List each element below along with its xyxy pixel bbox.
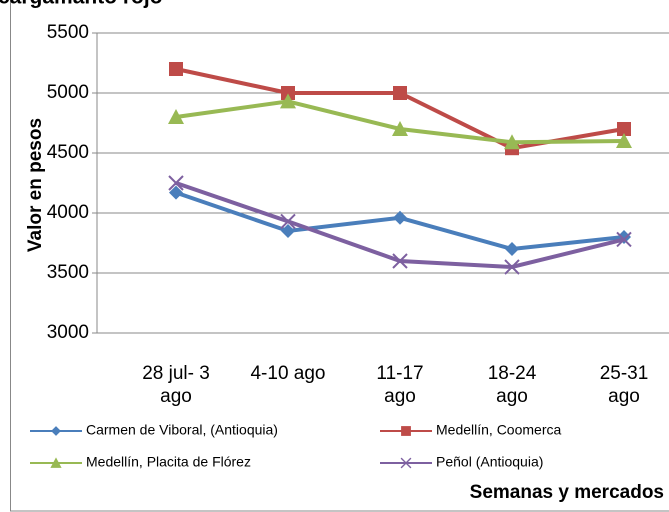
y-tick-label: 5000 [47,82,89,103]
y-tick-label: 3500 [47,262,89,283]
marker [616,133,632,148]
legend-label: Carmen de Viboral, (Antioquia) [86,422,278,438]
x-axis-title: Semanas y mercados [470,482,664,503]
marker [169,62,183,76]
marker [504,134,520,150]
marker [617,122,631,136]
marker [393,210,407,225]
legend-label: Peñol (Antioquia) [436,454,543,470]
marker [169,185,183,200]
marker [392,121,408,136]
x-tick-label: 18-24 ago [487,363,537,407]
x-tick-label: 25-31 ago [599,363,649,407]
marker [280,93,296,109]
marker [280,213,296,230]
y-tick-label: 3000 [47,322,89,343]
y-axis-title: Valor en pesos [25,118,46,252]
marker [393,86,407,100]
marker [281,224,295,238]
marker [616,231,632,248]
chart-title: cargamanto rojo [0,0,163,9]
y-tick-label: 4500 [47,142,89,163]
x-tick-label: 28 jul- 3 ago [142,363,210,407]
series-line [175,181,625,270]
marker [168,175,184,191]
legend-marker [51,426,61,436]
marker [505,242,519,256]
legend-marker [50,457,62,468]
chart-border [10,0,669,512]
marker [168,109,184,124]
x-tick-label: 11-17 ago [376,363,424,407]
legend-marker [401,426,411,436]
marker [504,259,520,275]
x-tick-label: 4-10 ago [250,363,326,384]
marker [392,253,408,269]
legend-label: Medellín, Placita de Flórez [86,454,251,470]
marker [281,86,295,100]
y-tick-label: 5500 [47,22,89,43]
y-tick-label: 4000 [47,202,89,223]
legend-marker [400,457,412,469]
legend-label: Medellín, Coomerca [436,422,561,438]
